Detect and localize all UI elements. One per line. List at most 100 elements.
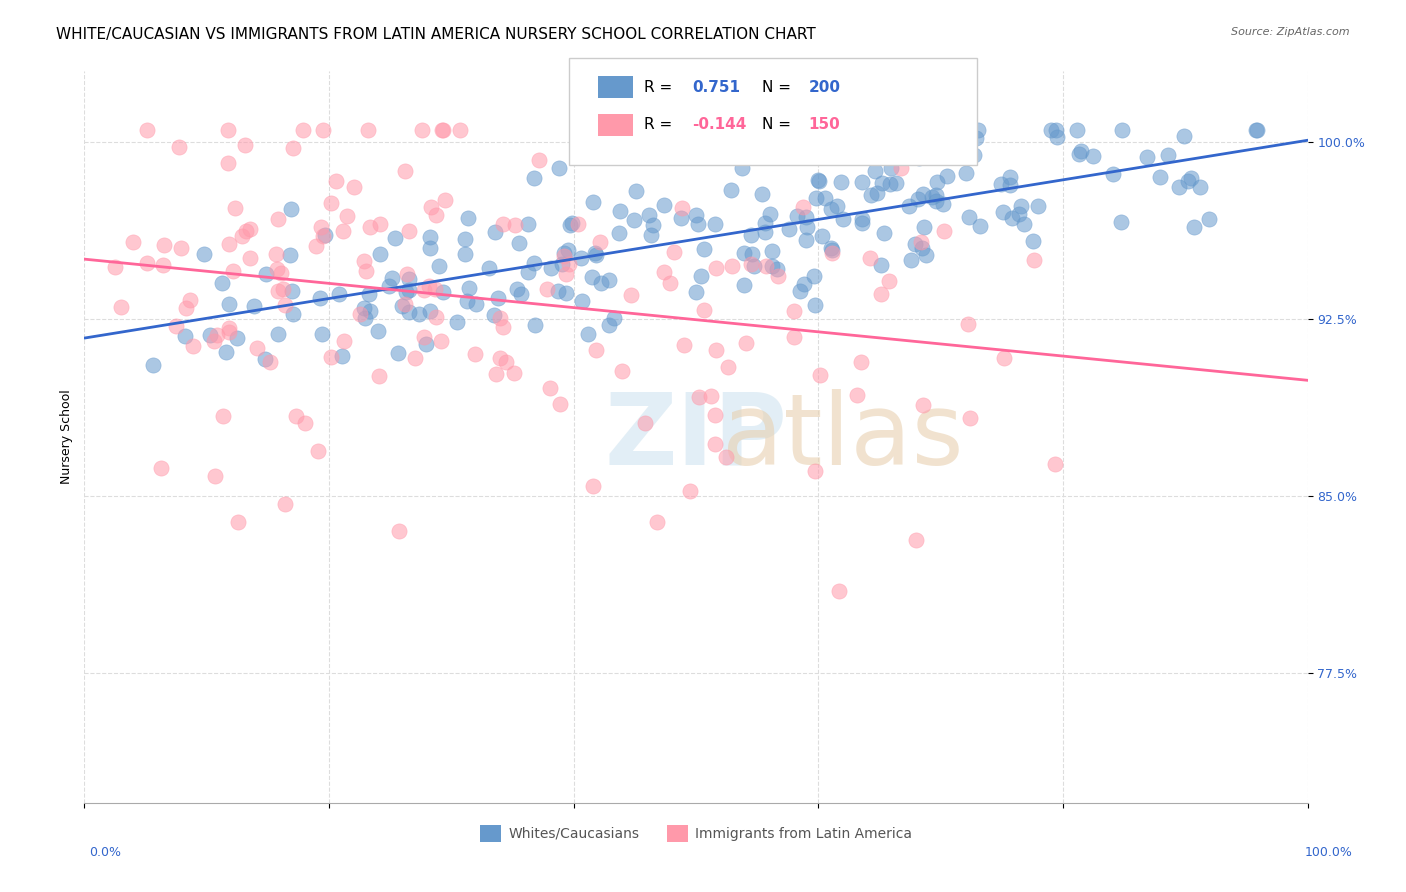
- Point: [589, 276, 612, 290]
- Point: [685, 285, 707, 300]
- Point: [602, 311, 624, 326]
- Point: [311, 228, 333, 243]
- Point: [254, 268, 277, 282]
- Point: [457, 281, 479, 295]
- Point: [218, 296, 240, 310]
- Point: [993, 351, 1015, 365]
- Point: [432, 285, 454, 299]
- Point: [820, 241, 842, 255]
- Point: [959, 411, 981, 425]
- Point: [1039, 123, 1062, 137]
- Point: [314, 228, 336, 243]
- Point: [425, 208, 447, 222]
- Point: [267, 326, 290, 341]
- Point: [215, 345, 238, 359]
- Point: [274, 298, 297, 312]
- Point: [291, 123, 314, 137]
- Point: [183, 339, 205, 353]
- Point: [239, 251, 262, 265]
- Text: WHITE/CAUCASIAN VS IMMIGRANTS FROM LATIN AMERICA NURSERY SCHOOL CORRELATION CHAR: WHITE/CAUCASIAN VS IMMIGRANTS FROM LATIN…: [56, 27, 815, 42]
- Point: [167, 140, 190, 154]
- Point: [991, 205, 1014, 219]
- Point: [740, 257, 762, 271]
- Point: [821, 243, 844, 257]
- Point: [343, 180, 366, 194]
- Point: [685, 208, 707, 222]
- Point: [367, 324, 389, 338]
- Point: [217, 156, 239, 170]
- Point: [464, 297, 486, 311]
- Point: [235, 224, 257, 238]
- Point: [925, 175, 948, 189]
- Point: [859, 252, 882, 266]
- Point: [828, 583, 851, 598]
- Point: [489, 351, 512, 365]
- Point: [582, 195, 605, 210]
- Point: [425, 310, 447, 325]
- Point: [956, 317, 979, 331]
- Point: [454, 232, 477, 246]
- Point: [446, 315, 468, 329]
- Point: [742, 259, 765, 273]
- Point: [969, 219, 991, 233]
- Point: [423, 282, 446, 296]
- Point: [609, 204, 631, 219]
- Point: [309, 219, 332, 234]
- Point: [398, 224, 420, 238]
- Point: [924, 125, 946, 139]
- Point: [267, 212, 290, 227]
- Point: [266, 262, 288, 277]
- Point: [877, 274, 900, 288]
- Point: [1028, 199, 1050, 213]
- Point: [1067, 147, 1090, 161]
- Text: ZIP: ZIP: [605, 389, 787, 485]
- Point: [754, 225, 776, 239]
- Point: [408, 307, 430, 321]
- Point: [1045, 123, 1067, 137]
- Legend: Whites/Caucasians, Immigrants from Latin America: Whites/Caucasians, Immigrants from Latin…: [475, 819, 917, 847]
- Point: [557, 244, 579, 258]
- Point: [783, 330, 806, 344]
- Point: [793, 277, 815, 291]
- Point: [583, 245, 606, 260]
- Point: [900, 252, 922, 267]
- Point: [486, 291, 509, 305]
- Point: [309, 291, 332, 305]
- Point: [755, 259, 778, 273]
- Point: [955, 166, 977, 180]
- Point: [353, 253, 375, 268]
- Point: [686, 135, 709, 149]
- Point: [1180, 170, 1202, 185]
- Point: [998, 178, 1021, 193]
- Point: [830, 175, 852, 189]
- Point: [266, 284, 288, 298]
- Point: [478, 261, 501, 276]
- Point: [1167, 179, 1189, 194]
- Point: [884, 177, 907, 191]
- Point: [607, 227, 630, 241]
- Point: [550, 397, 572, 411]
- Point: [1102, 167, 1125, 181]
- Point: [936, 169, 959, 183]
- Point: [765, 149, 787, 163]
- Point: [224, 201, 246, 215]
- Point: [502, 366, 524, 380]
- Point: [761, 260, 783, 274]
- Point: [370, 217, 392, 231]
- Point: [912, 399, 935, 413]
- Point: [849, 355, 872, 369]
- Point: [1173, 129, 1195, 144]
- Point: [391, 299, 413, 313]
- Text: R =: R =: [644, 118, 678, 132]
- Point: [367, 368, 389, 383]
- Point: [1001, 211, 1024, 225]
- Point: [354, 264, 377, 278]
- Point: [193, 246, 215, 260]
- Point: [637, 208, 659, 222]
- Point: [859, 187, 882, 202]
- Point: [804, 191, 827, 205]
- Point: [560, 218, 582, 232]
- Point: [516, 217, 538, 231]
- Point: [110, 300, 132, 314]
- Point: [751, 187, 773, 202]
